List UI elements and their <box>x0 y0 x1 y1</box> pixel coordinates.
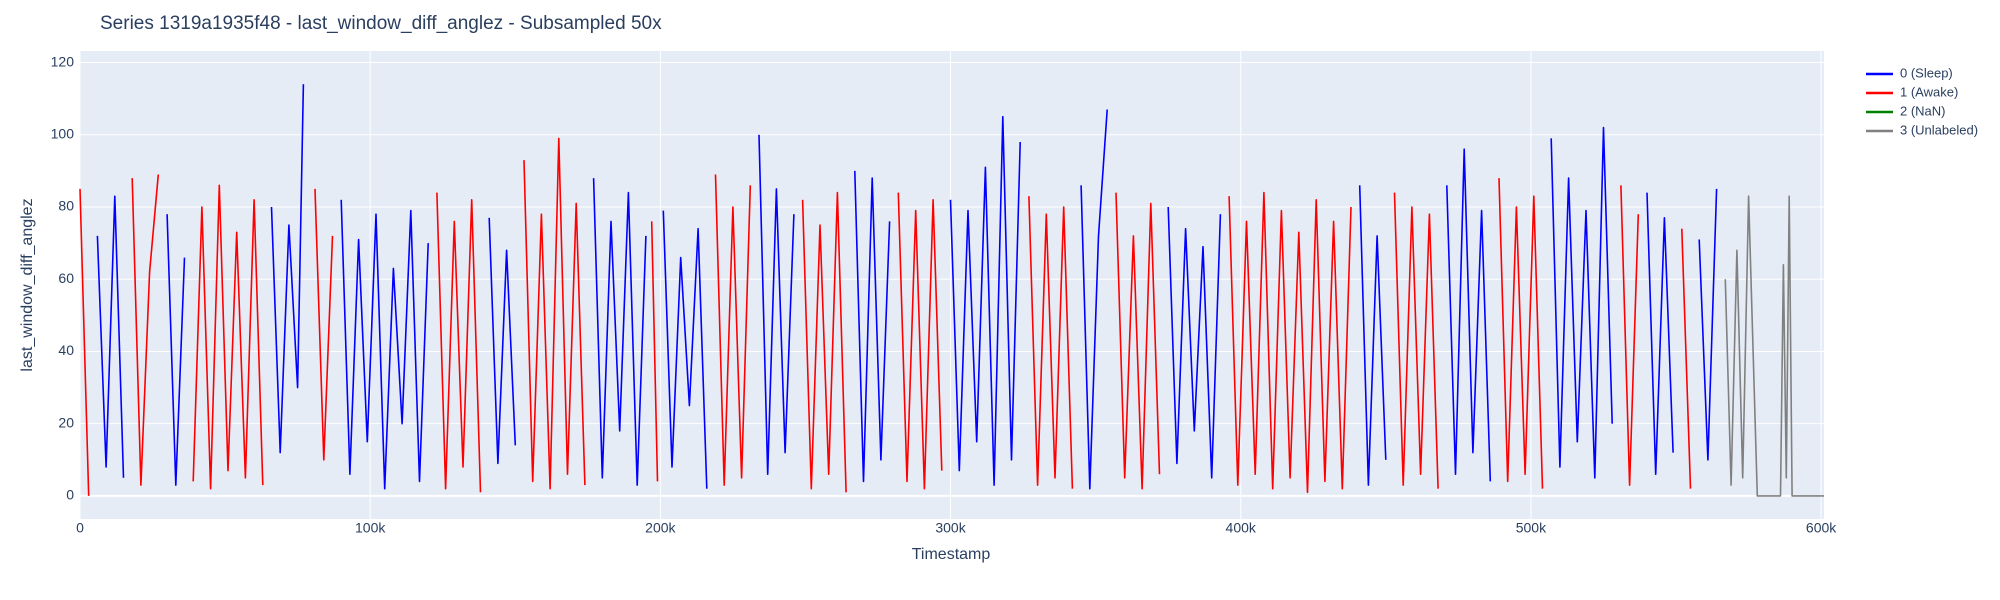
x-tick-label: 400k <box>1226 520 1257 536</box>
y-tick-label: 40 <box>58 342 74 358</box>
y-tick-label: 20 <box>58 414 74 430</box>
series-line <box>79 137 1692 496</box>
x-tick-label: 100k <box>355 520 386 536</box>
legend-label[interactable]: 0 (Sleep) <box>1900 65 1953 80</box>
legend-label[interactable]: 2 (NaN) <box>1900 103 1946 118</box>
y-tick-label: 100 <box>51 125 75 141</box>
legend-label[interactable]: 3 (Unlabeled) <box>1900 122 1978 137</box>
series-line <box>96 84 1718 490</box>
legend[interactable]: 0 (Sleep) 1 (Awake) 2 (NaN) 3 (Unlabeled) <box>1866 65 1978 137</box>
x-tick-label: 300k <box>935 520 966 536</box>
lines <box>79 84 1824 497</box>
series-line <box>1724 195 1824 497</box>
x-tick-label: 200k <box>645 520 676 536</box>
plot-area <box>80 51 1824 519</box>
chart-title: Series 1319a1935f48 - last_window_diff_a… <box>100 13 662 34</box>
legend-label[interactable]: 1 (Awake) <box>1900 84 1958 99</box>
x-axis-title: Timestamp <box>912 546 991 563</box>
y-tick-label: 120 <box>51 53 75 69</box>
y-tick-label: 60 <box>58 270 74 286</box>
x-tick-label: 0 <box>76 520 84 536</box>
y-axis-title: last_window_diff_anglez <box>19 198 36 371</box>
y-tick-label: 0 <box>66 487 74 503</box>
y-tick-label: 80 <box>58 198 74 214</box>
x-tick-label: 600k <box>1806 520 1837 536</box>
x-tick-label: 500k <box>1516 520 1547 536</box>
